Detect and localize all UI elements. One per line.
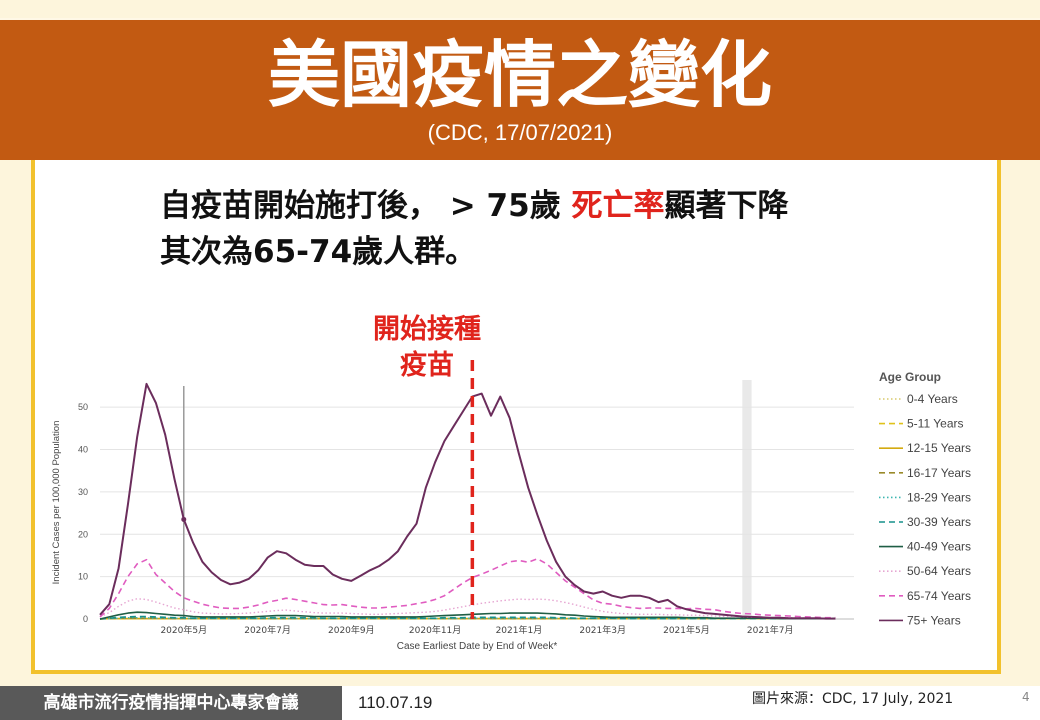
slide-subtitle: (CDC, 17/07/2021) xyxy=(427,120,613,145)
series-line xyxy=(99,611,836,620)
y-axis-title: Incident Cases per 100,000 Population xyxy=(51,421,62,585)
x-tick-label: 2020年9月 xyxy=(328,624,375,636)
y-tick-label: 10 xyxy=(78,572,88,582)
footer-date: 110.07.19 xyxy=(358,693,433,712)
y-tick-label: 30 xyxy=(78,487,88,497)
description-line-1: 自疫苗開始施打後， > 75歲 死亡率顯著下降 xyxy=(160,186,789,226)
x-tick-label: 2021年5月 xyxy=(663,624,710,636)
legend-label: 16-17 Years xyxy=(907,466,971,480)
footer-organization: 高雄市流行疫情指揮中心專家會議 xyxy=(0,686,342,720)
x-axis-title: Case Earliest Date by End of Week* xyxy=(397,641,558,652)
series-point xyxy=(181,516,187,522)
slide-title: 美國疫情之變化 xyxy=(267,33,772,117)
content-frame xyxy=(31,160,1001,674)
legend-label: 5-11 Years xyxy=(907,417,964,431)
x-tick-label: 2020年11月 xyxy=(409,624,461,636)
title-banner xyxy=(0,20,1040,160)
description-text-a: 自疫苗開始施打後， > 75歲 xyxy=(160,188,572,224)
x-tick-label: 2021年3月 xyxy=(579,624,626,636)
series-line xyxy=(99,598,836,619)
vaccine-annotation-line-2: 疫苗 xyxy=(400,350,454,381)
legend-label: 30-39 Years xyxy=(907,515,971,529)
description-highlight: 死亡率 xyxy=(571,188,665,224)
legend-title: Age Group xyxy=(879,370,941,384)
legend-label: 18-29 Years xyxy=(907,490,971,504)
legend-label: 50-64 Years xyxy=(907,564,971,578)
x-tick-label: 2021年1月 xyxy=(496,624,543,636)
y-tick-label: 50 xyxy=(78,402,88,412)
x-tick-label: 2020年5月 xyxy=(160,624,207,636)
description-line-2: 其次為65-74歲人群。 xyxy=(160,234,477,270)
legend-label: 40-49 Years xyxy=(907,540,971,554)
series-line xyxy=(99,382,836,620)
legend-label: 65-74 Years xyxy=(907,589,971,603)
footer-source: 圖片來源：CDC, 17 July, 2021 xyxy=(752,691,954,707)
vaccine-annotation: 開始接種 疫苗 xyxy=(362,312,492,384)
x-tick-label: 2020年7月 xyxy=(244,624,291,636)
page-number: 4 xyxy=(1022,690,1030,704)
description-text-b: 顯著下降 xyxy=(664,188,789,224)
y-tick-label: 0 xyxy=(83,614,88,624)
cases-line-chart: 0 10 20 30 40 50 2020年5月 2020年7月 2020年9月 2020年11月… xyxy=(51,360,971,652)
top-rule xyxy=(0,18,1040,20)
series-line xyxy=(99,558,836,619)
legend-label: 12-15 Years xyxy=(907,441,971,455)
y-tick-label: 40 xyxy=(78,445,88,455)
shaded-band xyxy=(742,380,752,619)
y-tick-label: 20 xyxy=(78,529,88,539)
legend-label: 0-4 Years xyxy=(907,392,958,406)
x-tick-label: 2021年7月 xyxy=(747,624,794,636)
legend-label: 75+ Years xyxy=(907,613,961,627)
vaccine-annotation-line-1: 開始接種 xyxy=(373,314,481,345)
